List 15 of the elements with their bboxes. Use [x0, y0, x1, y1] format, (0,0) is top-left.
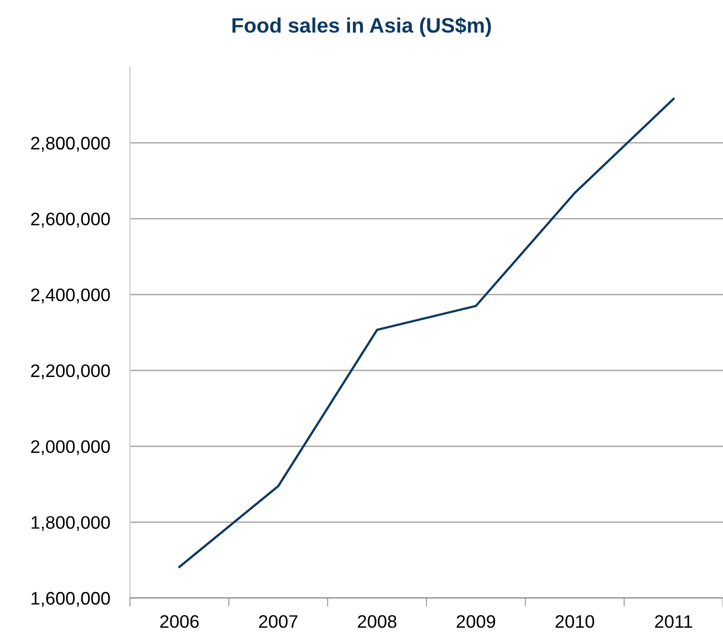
- x-tick-label: 2010: [556, 615, 594, 628]
- x-tick-label: 2009: [456, 615, 496, 628]
- x-tick-label: 2008: [358, 615, 396, 628]
- x-tick-label: 2006: [160, 615, 199, 628]
- y-tick-label: 2,200,000: [31, 364, 110, 380]
- chart-title: Food sales in Asia (US$m): [232, 17, 491, 37]
- y-tick-label: 1,600,000: [32, 592, 110, 607]
- y-tick-label: 2,600,000: [31, 212, 110, 228]
- y-tick-label: 2,000,000: [31, 440, 110, 456]
- y-tick-label: 2,800,000: [31, 136, 110, 152]
- y-tick-label: 1,800,000: [32, 516, 110, 531]
- y-tick-label: 2,400,000: [31, 288, 110, 304]
- x-tick-label: 2007: [259, 615, 298, 628]
- line-series: [178, 98, 675, 568]
- x-tick-label: 2011: [655, 615, 692, 628]
